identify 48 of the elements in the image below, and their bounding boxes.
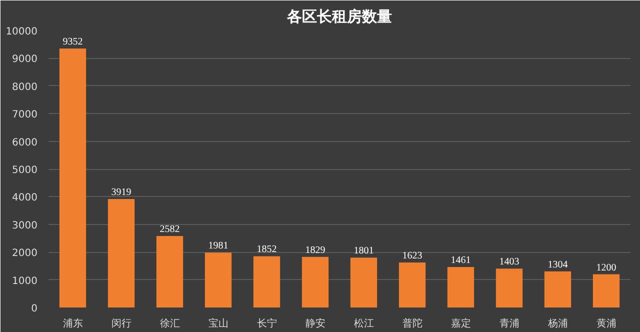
y-tick-label: 7000 [12,110,38,121]
data-label: 1829 [305,244,326,256]
bar [496,268,523,308]
bar [253,256,280,308]
x-tick-label: 静安 [305,318,326,330]
bar [592,274,620,308]
y-tick-label: 8000 [12,82,38,93]
x-tick-label: 松江 [354,318,374,330]
data-label: 1461 [450,255,471,266]
data-label: 1801 [354,246,374,257]
y-tick-label: 4000 [12,192,38,204]
data-label: 3919 [111,186,132,198]
x-tick-label: 闵行 [111,318,132,330]
x-tick-label: 徐汇 [160,318,180,330]
data-label: 2582 [160,224,180,235]
y-tick-label: 5000 [12,165,38,176]
data-label: 1403 [499,256,520,268]
bar [447,267,474,308]
bar [302,256,329,308]
data-label: 9352 [62,36,83,48]
data-label: 1623 [402,250,422,262]
y-tick-label: 0 [31,304,38,314]
x-tick-label: 青浦 [499,318,520,330]
y-tick-label: 10000 [6,26,38,38]
chart-title: 各区长租房数量 [286,8,392,26]
x-tick-label: 黄浦 [596,318,616,330]
data-label: 1304 [548,259,568,270]
x-tick-label: 嘉定 [450,318,471,330]
y-tick-label: 6000 [12,137,38,148]
bar [156,236,184,308]
bar [544,271,572,308]
y-tick-label: 3000 [12,220,38,232]
data-label: 1200 [596,262,616,274]
x-tick-label: 长宁 [256,318,277,330]
x-tick-label: 普陀 [402,318,422,330]
y-tick-label: 1000 [12,276,38,287]
y-tick-label: 9000 [12,54,38,66]
y-tick-label: 2000 [12,248,38,260]
bar [108,198,135,308]
bar [59,48,86,308]
x-tick-label: 浦东 [62,318,83,330]
bar [204,252,232,308]
data-label: 1852 [256,244,277,256]
bar [350,258,378,308]
bar [398,262,426,308]
x-tick-label: 宝山 [208,318,228,330]
x-tick-label: 杨浦 [546,318,568,330]
data-label: 1981 [208,240,228,252]
